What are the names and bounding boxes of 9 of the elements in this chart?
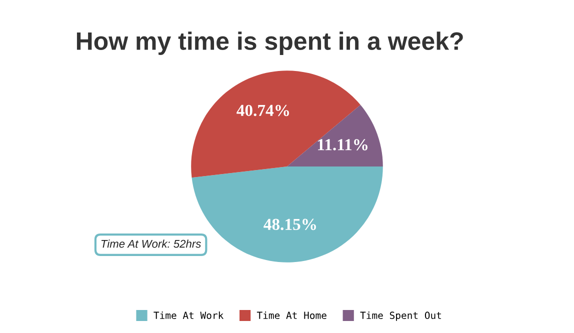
legend-label: Time Spent Out: [360, 312, 442, 321]
legend-label: Time At Home: [256, 312, 326, 320]
chart-title: How my time is spent in a week?: [76, 32, 463, 55]
text: Time At Work: 52hrs: [101, 240, 201, 248]
legend-label: Time At Work: [154, 312, 224, 320]
data-label: 40.74%: [236, 104, 289, 116]
pie-slice: [287, 104, 383, 166]
data-label: 11.11%: [318, 139, 368, 150]
data-label: 48.15%: [264, 218, 316, 230]
